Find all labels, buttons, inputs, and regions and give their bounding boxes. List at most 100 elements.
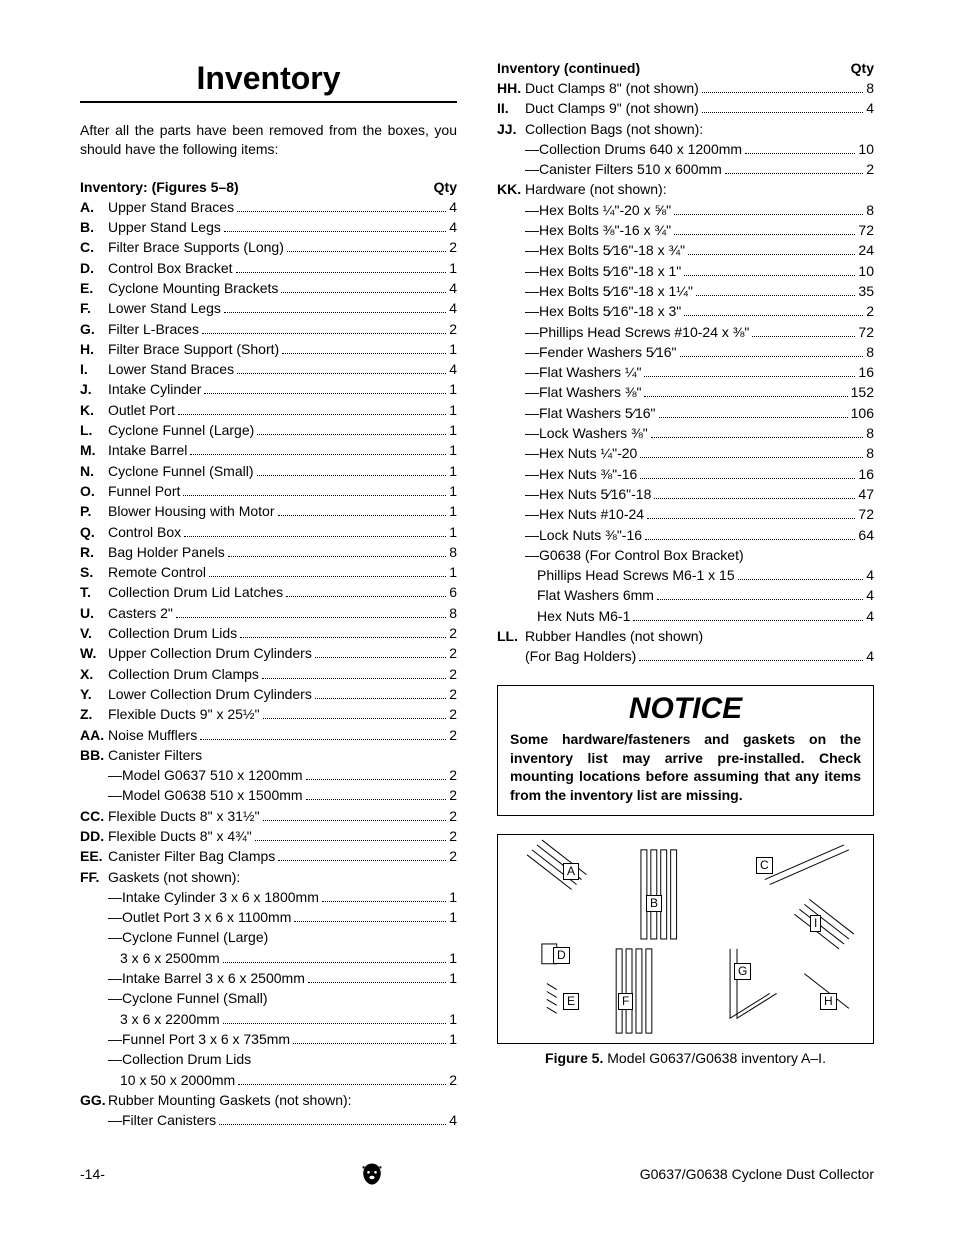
line-dots	[315, 698, 446, 699]
line-label: —Hex Nuts ¼"-20	[525, 443, 637, 463]
line-label: Cyclone Funnel (Large)	[108, 420, 254, 440]
inventory-line: S.Remote Control1	[80, 562, 457, 582]
line-qty: 1	[449, 968, 457, 988]
line-dots	[680, 356, 864, 357]
line-label: Lower Stand Braces	[108, 359, 234, 379]
line-qty: 1	[449, 481, 457, 501]
inventory-line: O.Funnel Port 1	[80, 481, 457, 501]
line-label: Upper Stand Braces	[108, 197, 234, 217]
line-label: Flexible Ducts 8" x 31½"	[108, 806, 260, 826]
line-dots	[237, 211, 446, 212]
line-label: —Hex Nuts ⅜"-16	[525, 464, 637, 484]
inventory-line: —Hex Bolts 5⁄16"-18 x ¾"24	[497, 240, 874, 260]
inventory-line: —Flat Washers ⅜"152	[497, 382, 874, 402]
line-label: —Hex Bolts ¼"-20 x ⅝"	[525, 200, 671, 220]
line-dots	[315, 657, 446, 658]
line-label: Hex Nuts M6-1	[537, 606, 630, 626]
inventory-line: —Hex Bolts ¼"-20 x ⅝"8	[497, 200, 874, 220]
line-dots	[644, 376, 855, 377]
line-label: —Cyclone Funnel (Large)	[108, 927, 268, 947]
line-label: Flat Washers 6mm	[537, 585, 654, 605]
inventory-line: R.Bag Holder Panels8	[80, 542, 457, 562]
line-dots	[293, 1043, 446, 1044]
line-qty: 2	[449, 623, 457, 643]
line-letter: X.	[80, 664, 108, 684]
line-label: (For Bag Holders)	[525, 646, 636, 666]
notice-title: NOTICE	[510, 692, 861, 726]
inventory-line: H.Filter Brace Support (Short)1	[80, 339, 457, 359]
inventory-line: —Phillips Head Screws #10-24 x ⅜"72	[497, 322, 874, 342]
line-qty: 4	[866, 98, 874, 118]
line-label: —Canister Filters 510 x 600mm	[525, 159, 722, 179]
line-label: Funnel Port	[108, 481, 180, 501]
line-letter: P.	[80, 501, 108, 521]
line-label: Filter Brace Support (Short)	[108, 339, 279, 359]
line-letter: CC.	[80, 806, 108, 826]
figure-5: ABCDEFGHI	[497, 834, 874, 1044]
line-dots	[702, 92, 863, 93]
inventory-line: GG.Rubber Mounting Gaskets (not shown):	[80, 1090, 457, 1110]
line-letter: L.	[80, 420, 108, 440]
line-label: Upper Stand Legs	[108, 217, 221, 237]
bear-logo-icon	[358, 1160, 386, 1188]
line-letter: Q.	[80, 522, 108, 542]
line-label: Filter L-Braces	[108, 319, 199, 339]
line-label: Intake Barrel	[108, 440, 187, 460]
line-qty: 1	[449, 461, 457, 481]
line-letter: G.	[80, 319, 108, 339]
inventory-line: (For Bag Holders)4	[497, 646, 874, 666]
page-footer: -14- G0637/G0638 Cyclone Dust Collector	[80, 1160, 874, 1188]
line-label: Phillips Head Screws M6-1 x 15	[537, 565, 735, 585]
line-letter: I.	[80, 359, 108, 379]
line-qty: 2	[866, 159, 874, 179]
line-label: 3 x 6 x 2500mm	[120, 948, 220, 968]
line-qty: 2	[449, 846, 457, 866]
line-dots	[684, 275, 855, 276]
line-dots	[236, 272, 447, 273]
line-dots	[183, 495, 446, 496]
line-label: —Collection Drum Lids	[108, 1049, 251, 1069]
line-qty: 72	[858, 220, 874, 240]
figure-label-a: A	[563, 863, 579, 879]
line-qty: 4	[449, 359, 457, 379]
inventory-line: —Funnel Port 3 x 6 x 735mm1	[80, 1029, 457, 1049]
line-letter: T.	[80, 582, 108, 602]
inventory-line: —Lock Nuts ⅜"-1664	[497, 525, 874, 545]
line-dots	[651, 437, 863, 438]
line-letter: JJ.	[497, 119, 525, 139]
inventory-line: —Hex Bolts 5⁄16"-18 x 3"2	[497, 301, 874, 321]
intro-text: After all the parts have been removed fr…	[80, 121, 457, 159]
line-label: Upper Collection Drum Cylinders	[108, 643, 312, 663]
line-label: —Filter Canisters	[108, 1110, 216, 1130]
line-letter: O.	[80, 481, 108, 501]
line-dots	[200, 739, 446, 740]
line-letter: LL.	[497, 626, 525, 646]
right-inventory-list: HH.Duct Clamps 8" (not shown)8II.Duct Cl…	[497, 78, 874, 667]
line-dots	[674, 214, 863, 215]
line-letter: H.	[80, 339, 108, 359]
line-qty: 2	[449, 664, 457, 684]
line-letter: J.	[80, 379, 108, 399]
line-qty: 35	[858, 281, 874, 301]
line-dots	[702, 112, 863, 113]
line-qty: 24	[858, 240, 874, 260]
inventory-line: —Hex Nuts ¼"-20 8	[497, 443, 874, 463]
line-label: —Flat Washers ⅜"	[525, 382, 641, 402]
line-letter: U.	[80, 603, 108, 623]
inventory-line: —Hex Bolts 5⁄16"-18 x 1¼"35	[497, 281, 874, 301]
line-qty: 2	[449, 1070, 457, 1090]
line-qty: 8	[866, 443, 874, 463]
line-qty: 1	[449, 440, 457, 460]
inventory-line: P.Blower Housing with Motor1	[80, 501, 457, 521]
line-dots	[745, 153, 855, 154]
line-letter: K.	[80, 400, 108, 420]
inventory-line: X.Collection Drum Clamps2	[80, 664, 457, 684]
line-qty: 1	[449, 501, 457, 521]
line-label: Collection Bags (not shown):	[525, 119, 703, 139]
line-dots	[255, 840, 446, 841]
line-letter: W.	[80, 643, 108, 663]
line-dots	[645, 539, 855, 540]
inventory-line: —Flat Washers 5⁄16"106	[497, 403, 874, 423]
figure-label-e: E	[563, 993, 579, 1009]
inventory-line: LL.Rubber Handles (not shown)	[497, 626, 874, 646]
